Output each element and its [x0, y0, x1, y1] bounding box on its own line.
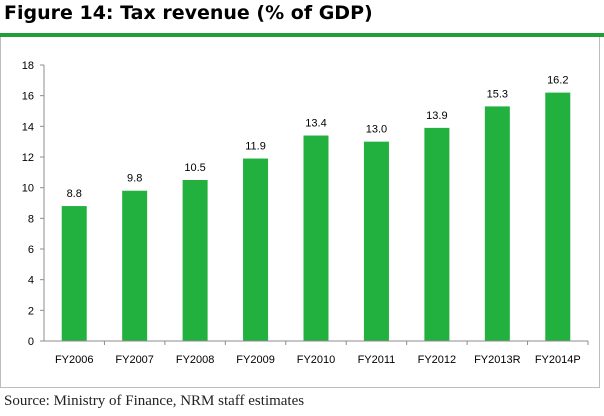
- x-tick-label: FY2009: [236, 354, 275, 366]
- bar: [61, 206, 87, 341]
- bar: [182, 180, 208, 341]
- bar: [122, 190, 148, 341]
- data-labels: 8.8 9.8 10.5 11.9 13.4 13.0 13.9 15.3 16.2: [67, 75, 569, 200]
- x-tick-label: FY2007: [115, 354, 154, 366]
- y-tick-label: 0: [28, 336, 34, 348]
- x-tick-label: FY2013R: [474, 354, 521, 366]
- y-tick-label: 6: [28, 244, 34, 256]
- bar: [424, 127, 450, 341]
- bar: [545, 92, 571, 341]
- y-tick-label: 14: [22, 121, 34, 133]
- x-axis: FY2006 FY2007 FY2008 FY2009 FY2010 FY2011 FY20…: [44, 340, 589, 366]
- x-tick-label: FY2011: [358, 354, 396, 366]
- y-tick-label: 10: [22, 183, 34, 195]
- bar: [484, 106, 510, 342]
- data-label: 8.8: [67, 188, 82, 200]
- data-label: 16.2: [547, 75, 568, 87]
- y-tick-label: 2: [28, 305, 34, 317]
- figure-title: Figure 14: Tax revenue (% of GDP): [4, 2, 373, 24]
- chart-frame: [0, 37, 600, 388]
- title-underline: [0, 33, 604, 37]
- y-axis: 0 2 4 6 8 10 12 14 16 18: [22, 60, 45, 348]
- bar: [243, 158, 269, 341]
- data-label: 9.8: [127, 173, 142, 185]
- bar: [363, 141, 389, 341]
- source-note: Source: Ministry of Finance, NRM staff e…: [4, 393, 305, 409]
- y-tick-label: 4: [28, 275, 34, 287]
- y-tick-label: 12: [22, 152, 34, 164]
- bars: [61, 92, 571, 342]
- data-label: 15.3: [487, 88, 508, 100]
- y-tick-label: 16: [22, 91, 34, 103]
- data-label: 10.5: [184, 162, 205, 174]
- data-label: 11.9: [245, 141, 266, 153]
- bar: [303, 135, 329, 341]
- x-tick-label: FY2010: [297, 354, 336, 366]
- data-label: 13.0: [366, 124, 387, 136]
- x-tick-label: FY2006: [55, 354, 94, 366]
- data-label: 13.9: [426, 110, 447, 122]
- x-tick-label: FY2012: [418, 354, 457, 366]
- y-tick-label: 8: [28, 213, 34, 225]
- x-tick-label: FY2008: [176, 354, 215, 366]
- bar-chart: 0 2 4 6 8 10 12 14 16 18 8.8 9.8 10.5 11.9 13.4 13.0 13…: [22, 60, 589, 366]
- y-tick-label: 18: [22, 60, 34, 72]
- data-label: 13.4: [305, 118, 326, 130]
- x-tick-label: FY2014P: [535, 354, 581, 366]
